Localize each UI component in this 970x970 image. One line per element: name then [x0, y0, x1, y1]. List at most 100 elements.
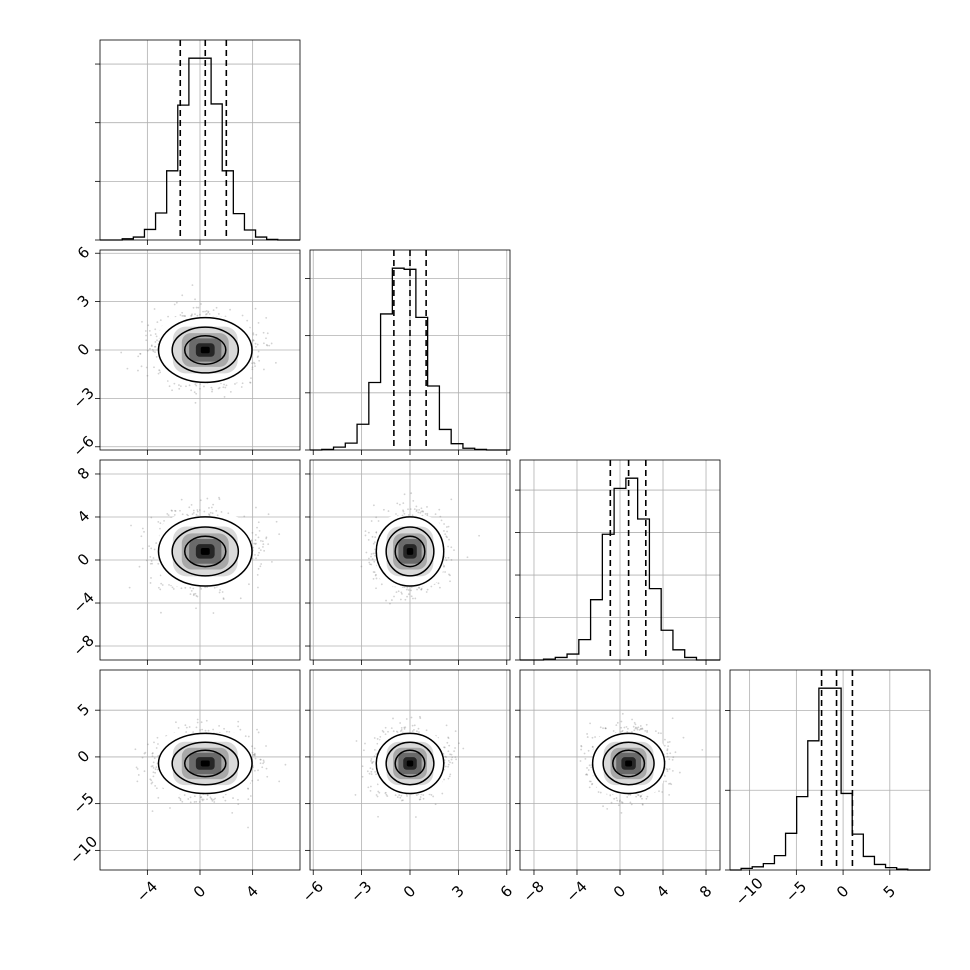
sample-point	[250, 377, 252, 379]
sample-point	[255, 506, 257, 509]
sample-point	[225, 384, 228, 387]
sample-point	[191, 513, 194, 516]
sample-point	[274, 361, 277, 364]
sample-point	[266, 332, 269, 335]
sample-point	[249, 381, 251, 384]
sample-point	[265, 337, 267, 340]
sample-point	[144, 330, 147, 332]
sample-point	[157, 372, 160, 375]
sample-point	[190, 315, 192, 317]
sample-point	[243, 515, 246, 518]
sample-point	[185, 385, 187, 388]
sample-point	[444, 571, 447, 573]
sample-point	[150, 577, 152, 579]
sample-point	[439, 515, 442, 518]
sample-point	[218, 496, 220, 499]
sample-point	[421, 510, 424, 512]
sample-point	[137, 369, 139, 372]
sample-point	[137, 355, 140, 358]
sample-point	[420, 507, 423, 510]
sample-point	[192, 509, 195, 512]
sample-point	[380, 583, 383, 586]
sample-point	[271, 560, 273, 563]
sample-point	[234, 383, 236, 385]
sample-point	[251, 362, 253, 365]
sample-point	[173, 382, 176, 385]
sample-point	[199, 383, 202, 385]
panel-frame	[99, 39, 301, 241]
sample-point	[196, 510, 199, 513]
sample-point	[199, 313, 201, 316]
sample-point	[372, 542, 375, 545]
sample-point	[190, 589, 193, 592]
sample-point	[211, 799, 214, 802]
sample-point	[199, 499, 202, 502]
sample-point	[266, 344, 269, 347]
sample-point	[192, 587, 195, 590]
sample-point	[139, 352, 142, 355]
sample-point	[258, 551, 260, 554]
sample-point	[181, 311, 184, 314]
sample-point	[184, 314, 186, 317]
sample-point	[407, 508, 409, 511]
sample-point	[364, 530, 367, 533]
sample-point	[157, 562, 160, 565]
sample-point	[199, 387, 201, 390]
panel-frame	[99, 459, 301, 661]
sample-point	[412, 597, 414, 600]
sample-point	[268, 344, 271, 347]
sample-point	[375, 531, 378, 534]
sample-point	[370, 520, 373, 522]
sample-point	[255, 557, 257, 560]
sample-point	[372, 552, 375, 555]
sample-point	[387, 510, 390, 512]
sample-point	[445, 559, 448, 562]
sample-point	[252, 546, 255, 549]
sample-point	[437, 582, 440, 585]
sample-point	[448, 573, 450, 576]
sample-point	[194, 313, 196, 316]
sample-point	[375, 587, 377, 590]
sample-point	[426, 506, 428, 508]
sample-point	[398, 503, 401, 506]
sample-point	[168, 584, 170, 586]
histogram-step	[520, 477, 720, 661]
sample-point	[153, 308, 156, 310]
sample-point	[365, 551, 368, 554]
sample-point	[173, 303, 176, 306]
sample-point	[448, 538, 450, 541]
sample-point	[412, 499, 415, 502]
sample-point	[395, 513, 397, 515]
sample-point	[150, 560, 153, 562]
sample-point	[420, 588, 423, 591]
histogram-step	[730, 687, 930, 871]
sample-point	[187, 514, 190, 517]
sample-point	[410, 492, 413, 495]
sample-point	[196, 595, 199, 598]
sample-point	[402, 509, 404, 512]
sample-point	[450, 498, 453, 501]
sample-point	[372, 504, 375, 507]
hist-panel-4	[725, 669, 931, 875]
sample-point	[145, 559, 148, 562]
panel-frame	[729, 669, 931, 871]
sample-point	[167, 315, 169, 318]
sample-point	[252, 339, 255, 342]
sample-point	[141, 320, 143, 323]
sample-point	[195, 306, 198, 309]
sample-point	[257, 321, 260, 324]
sample-point	[434, 513, 437, 516]
sample-point	[424, 513, 427, 515]
sample-point	[207, 310, 210, 313]
sample-point	[397, 590, 400, 593]
sample-point	[148, 545, 150, 548]
sample-point	[217, 387, 220, 390]
sample-point	[373, 560, 376, 563]
panel-content	[100, 250, 300, 450]
sample-point	[194, 401, 197, 404]
sample-point	[265, 344, 268, 346]
sample-point	[188, 384, 191, 387]
sample-point	[192, 594, 195, 597]
sample-point	[174, 509, 176, 512]
sample-point	[197, 306, 200, 309]
